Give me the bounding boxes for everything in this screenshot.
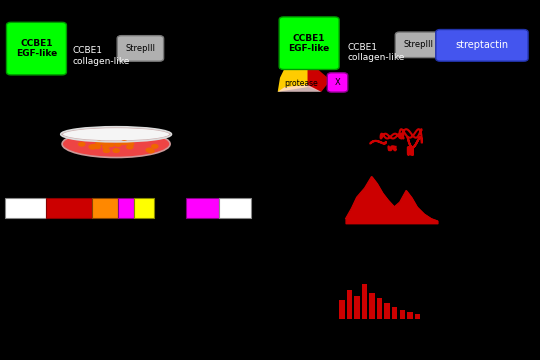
Text: StrepIII: StrepIII (125, 44, 156, 53)
FancyBboxPatch shape (279, 17, 339, 69)
FancyBboxPatch shape (6, 22, 66, 75)
Bar (362, 284, 367, 319)
Circle shape (103, 148, 110, 153)
Circle shape (91, 144, 98, 149)
Circle shape (95, 140, 103, 145)
Circle shape (89, 145, 97, 150)
Bar (369, 293, 375, 319)
Bar (377, 298, 382, 319)
Bar (339, 300, 345, 319)
Text: CCBE1
EGF-like: CCBE1 EGF-like (288, 33, 330, 53)
Bar (407, 312, 413, 319)
Circle shape (120, 140, 128, 145)
Text: streptactin: streptactin (455, 40, 509, 50)
Circle shape (147, 148, 155, 153)
Bar (384, 303, 390, 319)
Circle shape (151, 144, 159, 149)
Bar (415, 315, 420, 319)
Circle shape (127, 141, 134, 147)
Circle shape (93, 144, 101, 149)
Circle shape (78, 142, 85, 147)
Text: CCBE1
EGF-like: CCBE1 EGF-like (16, 39, 57, 58)
Circle shape (112, 148, 120, 153)
Text: X: X (335, 78, 340, 87)
Bar (392, 307, 397, 319)
Bar (186, 198, 219, 218)
Text: protease: protease (284, 79, 318, 88)
Polygon shape (278, 68, 308, 92)
Text: StrepIII: StrepIII (403, 40, 434, 49)
Bar (5, 198, 46, 218)
Circle shape (102, 144, 110, 149)
FancyBboxPatch shape (117, 36, 164, 61)
Bar (354, 296, 360, 319)
Polygon shape (278, 85, 321, 92)
FancyBboxPatch shape (395, 32, 442, 58)
Ellipse shape (62, 131, 170, 158)
Polygon shape (285, 68, 330, 92)
Circle shape (89, 144, 96, 149)
Bar (46, 198, 92, 218)
Circle shape (114, 142, 122, 147)
Circle shape (102, 141, 109, 146)
Bar (92, 198, 118, 218)
Text: CCBE1
collagen-like: CCBE1 collagen-like (347, 42, 404, 62)
FancyBboxPatch shape (327, 73, 348, 92)
Circle shape (126, 144, 133, 149)
Bar (400, 310, 405, 319)
Circle shape (145, 148, 153, 153)
Bar (219, 198, 251, 218)
Text: CCBE1
collagen-like: CCBE1 collagen-like (73, 46, 130, 66)
Circle shape (107, 142, 115, 147)
Bar (347, 289, 352, 319)
FancyBboxPatch shape (436, 30, 528, 61)
Bar (118, 198, 134, 218)
Bar (134, 198, 154, 218)
Ellipse shape (62, 127, 170, 141)
